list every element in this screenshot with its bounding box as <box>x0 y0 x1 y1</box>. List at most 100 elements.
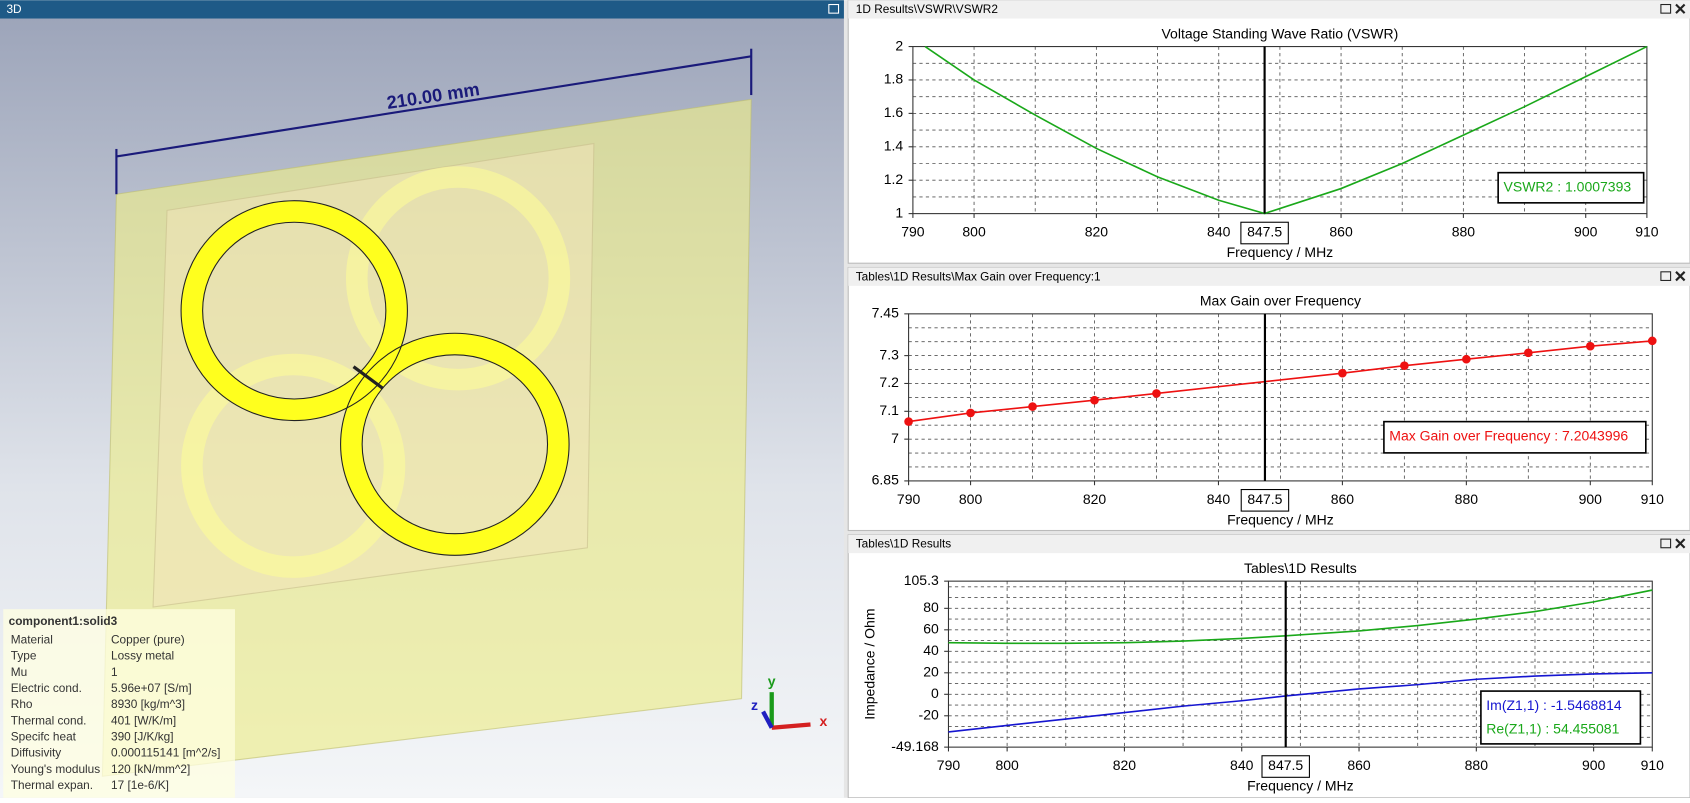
panel-title: 3D <box>6 2 21 16</box>
maximize-button[interactable] <box>1660 3 1672 14</box>
axis-label: x <box>820 713 828 729</box>
x-tick-label: 880 <box>1465 757 1489 773</box>
info-label: Thermal expan. <box>11 778 93 792</box>
chart-title: Voltage Standing Wave Ratio (VSWR) <box>1161 25 1398 41</box>
y-tick-label: 7.2 <box>879 374 899 390</box>
maximize-button[interactable] <box>828 3 840 14</box>
x-tick-label: 860 <box>1331 491 1355 507</box>
maximize-button[interactable] <box>1660 271 1672 281</box>
y-axis-label: Impedance / Ohm <box>862 608 878 719</box>
x-tick-label: 860 <box>1347 757 1371 773</box>
x-tick-label: 900 <box>1574 224 1598 240</box>
data-point <box>1585 341 1595 351</box>
y-tick-label: 1.2 <box>884 171 904 187</box>
y-tick-label: 40 <box>923 642 939 658</box>
data-point <box>1400 361 1409 370</box>
y-tick-label: 80 <box>923 599 939 615</box>
plot-area <box>908 313 1653 482</box>
x-tick-label: 840 <box>1230 757 1254 773</box>
info-value: 1 <box>111 665 118 679</box>
legend <box>1480 690 1642 745</box>
close-button[interactable] <box>1675 3 1686 14</box>
x-tick-label: 790 <box>937 757 961 773</box>
panel <box>847 0 1690 264</box>
info-label: Electric cond. <box>11 681 82 695</box>
plot-area <box>947 580 1653 748</box>
y-tick-label: 105.3 <box>904 572 939 588</box>
x-tick-label: 800 <box>995 757 1019 773</box>
info-value: Lossy metal <box>111 649 174 663</box>
x-tick-label: 820 <box>1083 491 1107 507</box>
x-tick-label: 860 <box>1329 224 1353 240</box>
panel-title: Tables\1D Results\Max Gain over Frequenc… <box>856 269 1101 283</box>
info-value: 120 [kN/mm^2] <box>111 762 190 776</box>
info-label: Young's modulus <box>11 762 100 776</box>
y-tick-label: 7.45 <box>872 305 899 321</box>
title-bar <box>848 267 1690 286</box>
info-label: Specifc heat <box>11 730 77 744</box>
info-label: Mu <box>11 665 27 679</box>
y-tick-label: -20 <box>919 706 939 722</box>
y-tick-label: 1 <box>895 204 903 220</box>
y-tick-label: 6.85 <box>872 472 899 488</box>
data-point <box>904 417 913 426</box>
x-tick-label: 840 <box>1207 224 1231 240</box>
panel-title: Tables\1D Results <box>856 537 952 551</box>
front-rings <box>180 200 570 556</box>
maximize-button[interactable] <box>1660 538 1672 549</box>
back-rings <box>181 166 571 578</box>
dimension-line <box>115 48 753 195</box>
data-point <box>1647 336 1657 346</box>
y-tick-label: 7.3 <box>879 346 899 362</box>
plot-area <box>912 46 1648 215</box>
info-box <box>3 609 235 798</box>
x-tick-label: 910 <box>1641 491 1665 507</box>
axis-label: z <box>751 697 758 713</box>
data-point <box>966 408 975 418</box>
marker-box <box>1240 221 1289 245</box>
info-value: 0.000115141 [m^2/s] <box>111 746 220 760</box>
info-header: component1:solid3 <box>9 614 118 628</box>
x-tick-label: 880 <box>1455 491 1479 507</box>
x-tick-label: 900 <box>1582 757 1606 773</box>
y-tick-label: 7 <box>891 430 899 446</box>
info-label: Type <box>11 649 37 663</box>
data-point <box>1028 402 1037 411</box>
marker-box <box>1261 755 1310 778</box>
x-axis-label: Frequency / MHz <box>1227 511 1334 527</box>
legend-entry: Im(Z1,1) : -1.5468814 <box>1486 697 1622 713</box>
panel-title: 1D Results\VSWR\VSWR2 <box>856 2 998 16</box>
x-tick-label: 900 <box>1579 491 1603 507</box>
x-tick-label: 790 <box>901 224 925 240</box>
info-label: Material <box>11 633 53 647</box>
y-tick-label: 60 <box>923 621 939 637</box>
marker-label: 847.5 <box>1247 491 1282 507</box>
info-label: Thermal cond. <box>11 713 87 727</box>
x-tick-label: 790 <box>897 491 921 507</box>
marker-label: 847.5 <box>1247 224 1282 240</box>
x-tick-label: 820 <box>1085 224 1109 240</box>
chart-title: Max Gain over Frequency <box>1200 293 1361 309</box>
x-tick-label: 840 <box>1207 491 1231 507</box>
marker-box <box>1240 488 1290 512</box>
info-value: Copper (pure) <box>111 633 185 647</box>
y-tick-label: 1.6 <box>884 104 904 120</box>
axis-label: y <box>768 673 776 689</box>
close-button[interactable] <box>1675 271 1686 282</box>
x-tick-label: 800 <box>962 224 986 240</box>
info-value: 390 [J/K/kg] <box>111 730 174 744</box>
info-value: 17 [1e-6/K] <box>111 778 169 792</box>
y-tick-label: -49.168 <box>891 738 939 754</box>
legend-entry: Re(Z1,1) : 54.455081 <box>1486 721 1619 737</box>
data-point <box>1338 368 1347 378</box>
info-label: Rho <box>11 697 33 711</box>
panel <box>847 534 1690 799</box>
title-bar <box>848 534 1690 554</box>
panel <box>847 266 1690 532</box>
y-tick-label: 1.8 <box>884 71 904 87</box>
x-tick-label: 880 <box>1452 224 1476 240</box>
data-point <box>1152 389 1161 398</box>
x-tick-label: 800 <box>959 491 983 507</box>
close-button[interactable] <box>1675 538 1686 549</box>
